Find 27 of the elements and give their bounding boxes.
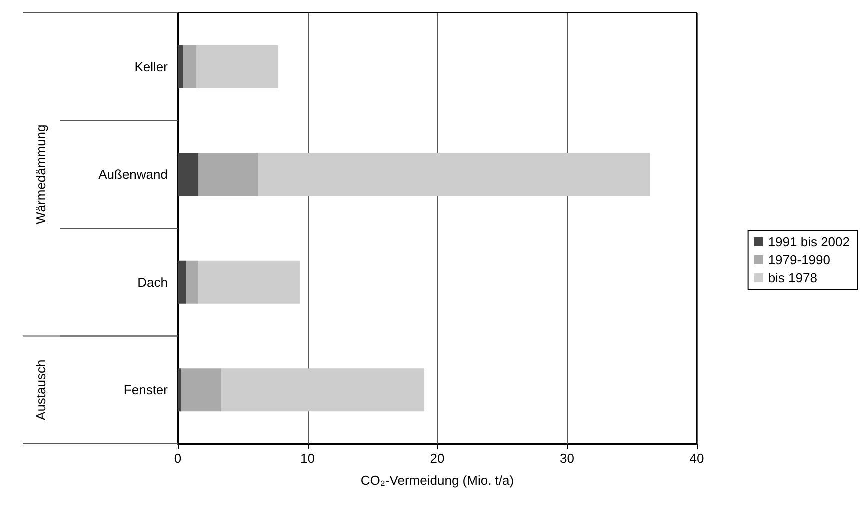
legend-label: 1979-1990 — [768, 252, 830, 268]
bar — [178, 368, 182, 412]
bar — [181, 368, 222, 412]
bar — [178, 153, 199, 196]
bar — [198, 260, 300, 304]
bar — [198, 153, 258, 196]
x-tick-label: 10 — [300, 451, 315, 466]
bar — [258, 153, 650, 196]
bar — [178, 260, 186, 304]
y-tick-label: Keller — [134, 59, 169, 74]
x-tick-label: 0 — [174, 451, 182, 466]
bar — [186, 260, 199, 304]
x-axis-title: CO₂-Vermeidung (Mio. t/a) — [360, 473, 514, 488]
legend-label: 1991 bis 2002 — [768, 234, 850, 250]
bar — [183, 45, 197, 88]
bar — [221, 368, 425, 412]
y-tick-label: Dach — [138, 274, 168, 290]
bar — [178, 45, 184, 88]
legend-label: bis 1978 — [768, 270, 818, 286]
y-tick-label: Außenwand — [98, 167, 168, 182]
x-tick-label: 20 — [430, 451, 445, 466]
y-tick-label: Fenster — [124, 382, 169, 398]
bar — [196, 45, 279, 88]
x-tick-label: 30 — [560, 451, 574, 466]
x-tick-label: 40 — [690, 451, 704, 466]
text: Wärmedämmung — [34, 124, 48, 224]
text: Austausch — [34, 360, 48, 420]
